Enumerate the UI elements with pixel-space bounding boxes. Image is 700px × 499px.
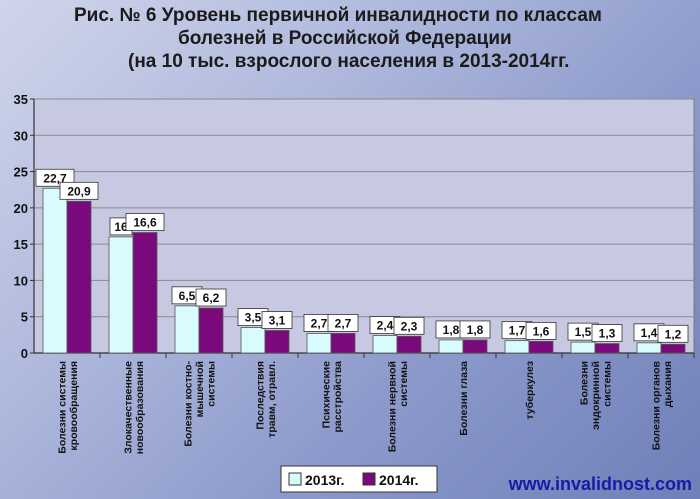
- data-label-box: [525, 321, 557, 340]
- bar: [660, 343, 686, 354]
- x-category-label: туберкулез: [524, 361, 536, 420]
- bar: [504, 340, 530, 354]
- data-label-box: [657, 324, 689, 343]
- title-line-3: (на 10 тыс. взрослого населения в 2013-2…: [128, 51, 570, 72]
- data-label: 1,7: [509, 324, 526, 338]
- bar: [42, 187, 68, 354]
- bar: [528, 340, 554, 354]
- data-label: 3,5: [245, 311, 262, 325]
- x-category-label-line: Болезни нервной: [386, 361, 398, 452]
- data-label-box: [261, 311, 293, 329]
- x-category-label-line: травм, отравл.: [266, 361, 278, 438]
- x-category-label-line: Болезни: [579, 361, 591, 405]
- bar: [330, 333, 356, 354]
- y-tick-label: 20: [14, 201, 28, 216]
- bar: [594, 343, 620, 354]
- y-tick-label: 5: [21, 310, 28, 325]
- data-label: 2,4: [377, 319, 394, 333]
- data-label: 16: [114, 220, 128, 234]
- x-category-label: Последствия травм, отравл.: [254, 361, 278, 438]
- data-label: 1,8: [443, 323, 460, 337]
- x-category-label-line: Злокачественные: [122, 361, 134, 454]
- x-category-label: Болезни нервной системы: [386, 361, 410, 452]
- x-category-label-line: Болезни костно-: [183, 361, 195, 447]
- data-label-box: [591, 324, 623, 342]
- data-label-box: [59, 181, 99, 200]
- data-label: 1,4: [641, 326, 658, 340]
- x-category-label: Болезни костно-мышечной системы: [183, 361, 218, 447]
- x-category-label-line: новообразования: [134, 361, 146, 454]
- bar: [198, 307, 224, 354]
- x-category-label-line: Болезни глаза: [458, 361, 470, 436]
- x-category-label-line: кровообращения: [68, 361, 80, 451]
- bar: [438, 339, 464, 354]
- bar: [306, 333, 332, 354]
- y-tick-label: 35: [14, 92, 28, 107]
- data-label: 2,7: [335, 316, 352, 330]
- legend-swatch: [362, 472, 376, 486]
- x-category-label-line: Последствия: [254, 361, 266, 430]
- data-label-box: [195, 288, 227, 307]
- x-category-label-line: Болезни органов: [650, 360, 662, 450]
- x-category-label-line: системы: [602, 361, 614, 407]
- data-label: 22,7: [43, 171, 67, 185]
- bar: [372, 335, 398, 354]
- y-tick-label: 10: [14, 273, 28, 288]
- legend-label: 2014г.: [379, 472, 418, 488]
- x-category-label-line: Болезни системы: [56, 361, 68, 454]
- x-category-label: Злокачественные новообразования: [122, 361, 146, 454]
- bar: [240, 327, 266, 354]
- x-category-label-line: мышечной: [194, 361, 206, 417]
- y-tick-label: 15: [14, 237, 28, 252]
- bar: [174, 305, 200, 354]
- legend-swatch: [288, 472, 302, 486]
- x-category-label-line: системы: [206, 361, 218, 407]
- bar: [570, 341, 596, 354]
- x-category-label: Болезни органов дыхания: [650, 360, 674, 450]
- bar: [264, 330, 290, 354]
- data-label: 3,1: [269, 314, 286, 328]
- data-label: 20,9: [67, 184, 91, 198]
- x-category-label: Психические расстройства: [320, 361, 344, 433]
- data-label-box: [125, 213, 165, 231]
- x-category-label-line: туберкулез: [524, 361, 536, 420]
- data-label: 1,2: [665, 327, 682, 341]
- y-tick-label: 0: [21, 346, 28, 361]
- bar: [108, 236, 134, 354]
- data-label-box: [327, 314, 359, 332]
- data-label: 1,6: [533, 324, 550, 338]
- legend-label: 2013г.: [305, 472, 344, 488]
- data-label: 6,5: [179, 289, 196, 303]
- title-line-2: болезней в Российской Федерации: [178, 28, 512, 49]
- data-label: 2,7: [311, 316, 328, 330]
- data-label: 2,3: [401, 319, 418, 333]
- y-tick-label: 30: [14, 128, 28, 143]
- bar: [396, 335, 422, 354]
- x-category-label-line: системы: [398, 361, 410, 407]
- data-label: 1,8: [467, 323, 484, 337]
- bar: [66, 200, 92, 354]
- legend: [280, 465, 438, 493]
- bar: [132, 232, 158, 354]
- y-tick-label: 25: [14, 165, 28, 180]
- data-label: 1,3: [599, 327, 616, 341]
- x-category-label-line: эндокринной: [590, 361, 602, 430]
- x-category-label: Болезни системы кровообращения: [56, 361, 80, 454]
- data-label: 1,5: [575, 325, 592, 339]
- x-category-label-line: Психические: [320, 361, 332, 428]
- data-label: 6,2: [203, 291, 220, 305]
- data-label-box: [393, 316, 425, 335]
- data-label-box: [459, 320, 491, 339]
- x-category-label-line: расстройства: [332, 361, 344, 433]
- title-line-1: Рис. № 6 Уровень первичной инвалидности …: [74, 5, 602, 26]
- bar: [462, 339, 488, 354]
- x-category-label: Болезни эндокринной системы: [579, 361, 614, 430]
- bar: [636, 342, 662, 354]
- x-category-label: Болезни глаза: [458, 361, 470, 436]
- x-category-label-line: дыхания: [662, 361, 674, 407]
- site-watermark: www.invalidnost.com: [508, 474, 692, 494]
- data-label: 16,6: [133, 216, 157, 230]
